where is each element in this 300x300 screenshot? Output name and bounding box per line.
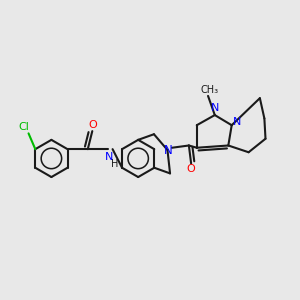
Text: H: H bbox=[111, 159, 118, 169]
Text: Cl: Cl bbox=[19, 122, 29, 132]
Text: O: O bbox=[88, 121, 97, 130]
Text: N: N bbox=[164, 143, 173, 157]
Text: N: N bbox=[105, 152, 113, 162]
Text: O: O bbox=[187, 164, 196, 174]
Text: N: N bbox=[233, 117, 242, 127]
Text: N: N bbox=[211, 103, 219, 113]
Text: CH₃: CH₃ bbox=[200, 85, 218, 95]
